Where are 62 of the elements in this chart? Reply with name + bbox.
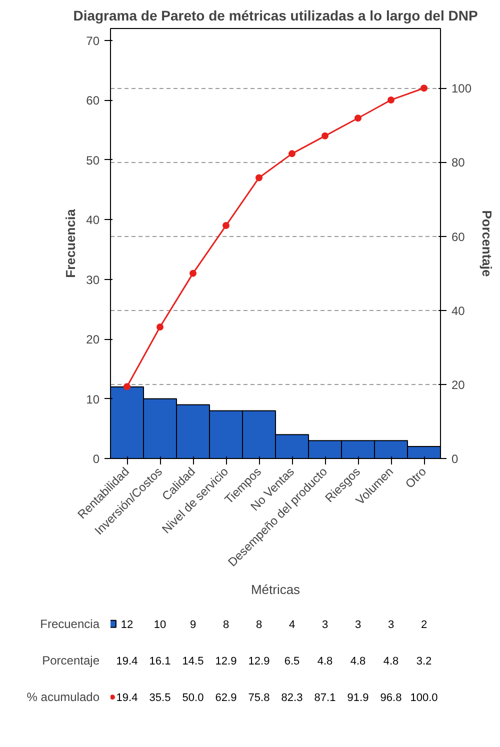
y-tick-label: 30	[86, 272, 100, 287]
y-tick-label: 60	[86, 94, 100, 108]
text: 4.8	[383, 656, 399, 668]
data-label: 96.8	[380, 692, 402, 704]
data-label: 3	[322, 618, 328, 631]
text: Porcentaje	[42, 654, 100, 668]
chart-title: Diagrama de Pareto de métricas utilizadas a lo largo del DNP	[73, 8, 478, 24]
data-label: 75.8	[248, 692, 270, 704]
x-tick-label: Otro	[402, 464, 430, 491]
y-tick-label: 70	[86, 34, 100, 48]
text: 14.5	[182, 656, 204, 668]
text: 19.4	[116, 656, 138, 668]
point	[354, 114, 362, 122]
y2-tick-label: 20	[452, 378, 466, 392]
data-label: 4	[288, 618, 296, 631]
data-label: 3	[388, 618, 394, 631]
y-tick-label: 10	[86, 392, 100, 406]
text: 12.9	[215, 656, 237, 668]
point	[388, 96, 394, 104]
point	[124, 383, 130, 390]
text: 3.2	[416, 656, 432, 668]
y2-tick-label: 40	[452, 304, 466, 318]
text: 12.9	[248, 656, 270, 668]
data-label: 91.9	[347, 692, 369, 704]
data-label: 8	[256, 618, 262, 631]
point	[190, 270, 196, 277]
y-tick-label: 50	[86, 153, 100, 168]
y-tick-label: 20	[86, 332, 100, 347]
text: 4.8	[317, 656, 333, 668]
data-label: 35.5	[149, 692, 171, 704]
point	[420, 84, 428, 92]
point	[222, 222, 230, 230]
data-label: 82.3	[281, 692, 303, 704]
data-label: 19.4	[116, 692, 138, 704]
y2-tick-label: 80	[452, 156, 466, 170]
x-axis-title: Métricas	[250, 582, 301, 598]
point	[322, 132, 328, 140]
text: 6.5	[284, 656, 300, 668]
data-label: 100.0	[410, 692, 438, 704]
data-label: 9	[190, 618, 196, 631]
point	[256, 174, 262, 182]
data-label: 3	[354, 618, 362, 631]
legend-label: Frecuencia	[40, 616, 100, 631]
point	[156, 324, 164, 331]
data-label: 2	[420, 618, 428, 631]
data-label: 87.1	[314, 692, 336, 704]
point	[288, 150, 296, 158]
text: 4.8	[350, 656, 366, 668]
y2-axis-title: Porcentaje	[480, 210, 495, 277]
text: 16.1	[149, 656, 171, 668]
y2-tick-label: 0	[452, 452, 458, 466]
data-label: 50.0	[182, 692, 204, 704]
y-axis-title: Frecuencia	[63, 208, 78, 278]
legend-label: % acumulado	[26, 690, 100, 704]
y2-tick-label: 100	[452, 82, 472, 96]
data-label: 10	[154, 618, 166, 631]
y2-tick-label: 60	[452, 230, 466, 244]
data-label: 12	[120, 618, 134, 631]
data-label: 62.9	[215, 692, 237, 704]
data-label: 8	[222, 618, 230, 631]
y-tick-label: 0	[92, 452, 100, 466]
y-tick-label: 40	[86, 213, 100, 228]
